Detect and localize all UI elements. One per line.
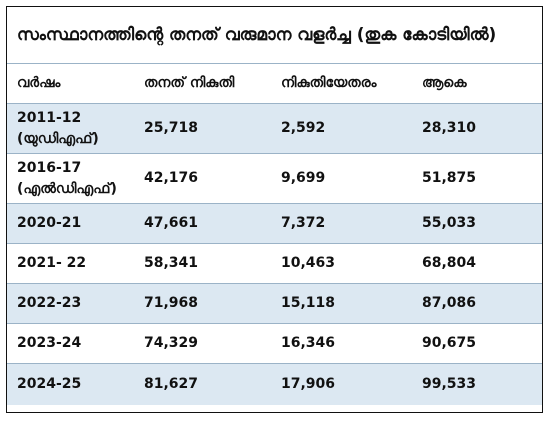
cell-year: 2020-21	[17, 215, 82, 231]
cell-own-tax: 81,627	[144, 376, 199, 392]
cell-own-tax: 58,341	[144, 255, 199, 271]
table-row: 2024-25 81,627 17,906 99,533	[7, 364, 542, 405]
table-row: 2016-17 (എൽഡിഎഫ്) 42,176 9,699 51,875	[7, 154, 542, 204]
cell-non-tax: 17,906	[281, 376, 336, 392]
cell-own-tax: 47,661	[144, 215, 199, 231]
cell-total: 28,310	[422, 120, 477, 136]
cell-total: 90,675	[422, 335, 477, 351]
cell-non-tax: 7,372	[281, 215, 326, 231]
cell-year: 2021- 22	[17, 255, 87, 271]
cell-own-tax: 42,176	[144, 170, 199, 186]
cell-year: 2024-25	[17, 376, 82, 392]
cell-own-tax: 71,968	[144, 295, 199, 311]
header-own-tax: തനത് നികുതി	[144, 75, 235, 91]
cell-own-tax: 25,718	[144, 120, 199, 136]
cell-non-tax: 10,463	[281, 255, 336, 271]
cell-non-tax: 15,118	[281, 295, 336, 311]
cell-non-tax: 2,592	[281, 120, 326, 136]
cell-total: 55,033	[422, 215, 477, 231]
cell-own-tax: 74,329	[144, 335, 199, 351]
table-row: 2021- 22 58,341 10,463 68,804	[7, 244, 542, 284]
cell-non-tax: 9,699	[281, 170, 326, 186]
table-row: 2023-24 74,329 16,346 90,675	[7, 324, 542, 364]
cell-year: 2023-24	[17, 335, 82, 351]
header-year: വർഷം	[17, 75, 61, 91]
cell-year: 2016-17 (എൽഡിഎഫ്)	[17, 159, 117, 197]
table-row: 2022-23 71,968 15,118 87,086	[7, 284, 542, 324]
cell-total: 99,533	[422, 376, 477, 392]
revenue-table-card: സംസ്ഥാനത്തിന്റെ തനത് വരുമാന വളർച്ച (തുക …	[6, 6, 543, 413]
table-title: സംസ്ഥാനത്തിന്റെ തനത് വരുമാന വളർച്ച (തുക …	[7, 7, 542, 64]
cell-year: 2011-12 (യുഡിഎഫ്)	[17, 109, 99, 147]
table-row: 2011-12 (യുഡിഎഫ്) 25,718 2,592 28,310	[7, 104, 542, 154]
table-header-row: വർഷം തനത് നികുതി നികുതിയേതരം ആകെ	[7, 64, 542, 104]
table-row: 2020-21 47,661 7,372 55,033	[7, 204, 542, 244]
cell-year: 2022-23	[17, 295, 82, 311]
cell-total: 51,875	[422, 170, 477, 186]
cell-total: 68,804	[422, 255, 477, 271]
cell-non-tax: 16,346	[281, 335, 336, 351]
header-total: ആകെ	[422, 75, 467, 91]
header-non-tax: നികുതിയേതരം	[281, 75, 377, 91]
cell-total: 87,086	[422, 295, 477, 311]
